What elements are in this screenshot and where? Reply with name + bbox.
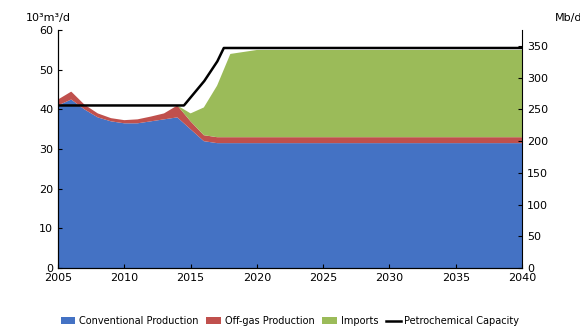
Text: Mb/d: Mb/d — [554, 13, 580, 23]
Text: 10³m³/d: 10³m³/d — [26, 13, 71, 23]
Legend: Conventional Production, Off-gas Production, Imports, Petrochemical Capacity: Conventional Production, Off-gas Product… — [57, 312, 523, 330]
